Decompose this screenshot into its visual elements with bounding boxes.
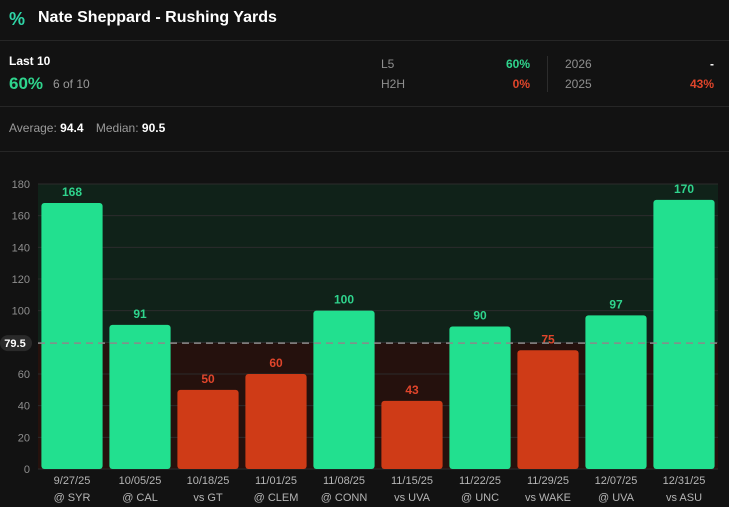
season-2025-label: 2025 [565,77,592,91]
l5-label: L5 [381,57,395,71]
y-tick-label: 20 [18,432,30,444]
average-label: Average: [9,121,57,135]
bar [449,326,511,469]
l5-value: 60% [505,57,530,71]
y-tick-label: 60 [18,369,30,381]
page-title: Nate Sheppard - Rushing Yards [38,9,277,26]
x-tick-opponent: vs WAKE [525,492,571,504]
x-tick-date: 11/01/25 [255,475,297,487]
bar [313,310,375,469]
x-tick-opponent: vs GT [193,492,223,504]
median-label: Median: [95,121,139,135]
x-tick-opponent: vs UVA [394,492,431,504]
bar [177,389,239,469]
prop-line-label: 79.5 [4,338,25,350]
bar [585,315,647,469]
bar-value-label: 50 [201,372,215,386]
rushing-yards-chart: 0204060801001201401601801689/27/25@ SYR9… [0,179,718,504]
y-tick-label: 40 [18,401,30,413]
x-tick-opponent: @ SYR [54,492,91,504]
bar-value-label: 100 [334,293,354,307]
x-tick-opponent: @ UNC [461,492,499,504]
average-value: 94.4 [60,121,84,135]
percent-icon: % [9,9,26,29]
bar [109,324,171,469]
divider [0,106,729,107]
bar-value-label: 43 [405,383,419,397]
x-tick-date: 11/15/25 [391,475,433,487]
stats-divider [547,56,548,92]
y-tick-label: 180 [12,179,30,191]
x-tick-date: 9/27/25 [54,475,91,487]
y-tick-label: 120 [12,274,30,286]
bar [653,199,715,470]
bar-value-label: 90 [473,309,487,323]
season-2025-value: 43% [689,77,714,91]
x-tick-opponent: @ CLEM [254,492,299,504]
x-tick-opponent: @ CAL [122,492,158,504]
season-2026-value: - [710,57,714,71]
last-10-label: Last 10 [9,54,51,68]
hit-count: 6 of 10 [53,77,90,91]
x-tick-opponent: @ UVA [598,492,635,504]
bar [381,400,443,469]
bar-value-label: 170 [674,182,694,196]
bar [517,350,579,469]
y-tick-label: 0 [24,464,30,476]
last-10-summary: Last 10 60% 6 of 10 [9,54,90,93]
x-tick-date: 11/22/25 [459,475,501,487]
bar-value-label: 97 [609,297,623,311]
x-tick-opponent: vs ASU [666,492,702,504]
bar [41,203,103,469]
bar-value-label: 75 [541,332,555,346]
h2h-value: 0% [512,77,530,91]
x-tick-date: 12/07/25 [595,475,638,487]
bar-value-label: 91 [133,307,147,321]
header: % Nate Sheppard - Rushing Yards [0,0,729,40]
x-tick-date: 10/18/25 [187,475,230,487]
bar-value-label: 60 [269,356,283,370]
x-tick-opponent: @ CONN [321,492,368,504]
y-tick-label: 140 [12,242,30,254]
hit-rate-value: 60% [9,74,44,93]
divider [0,151,729,152]
x-tick-date: 11/29/25 [527,475,569,487]
x-tick-date: 12/31/25 [663,475,706,487]
y-tick-label: 160 [12,211,30,223]
season-2026-label: 2026 [565,57,592,71]
average-median: Average: 94.4 Median: 90.5 [9,121,174,135]
divider [0,40,729,41]
h2h-label: H2H [381,77,406,91]
y-tick-label: 100 [12,306,30,318]
bar [245,374,307,469]
x-tick-date: 11/08/25 [323,475,365,487]
bar-value-label: 168 [62,185,82,199]
x-tick-date: 10/05/25 [119,475,162,487]
median-value: 90.5 [141,121,166,135]
prop-line-badge [0,335,32,352]
